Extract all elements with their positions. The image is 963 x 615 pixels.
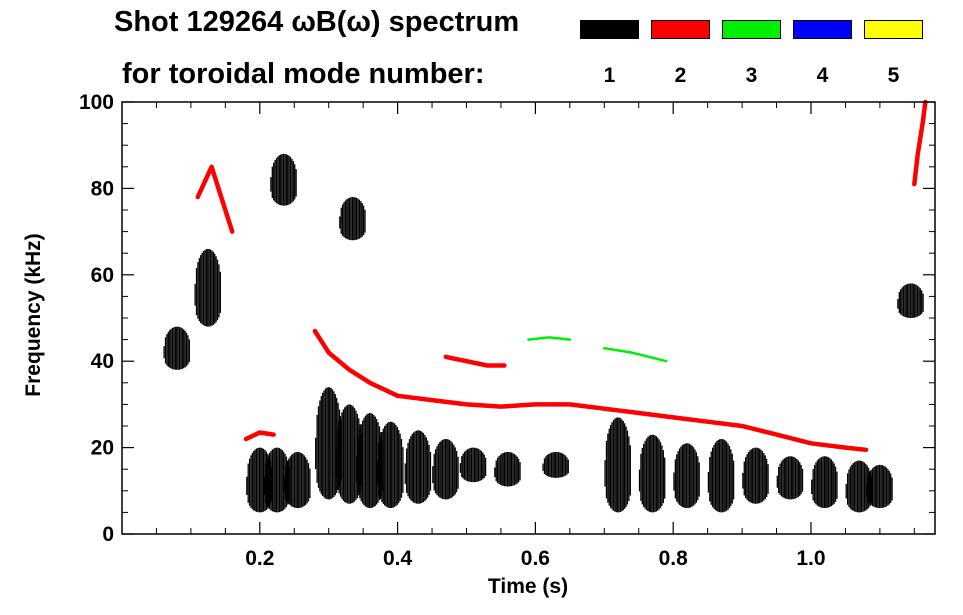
burst-n1-13 — [459, 447, 487, 483]
burst-n1-3 — [263, 447, 290, 513]
x-tick-label: 1.0 — [796, 547, 825, 570]
mode-track-n2-2 — [243, 430, 276, 442]
y-tick-label: 20 — [91, 437, 114, 460]
burst-n1-6 — [315, 387, 342, 500]
x-axis-title: Time (s) — [487, 575, 569, 598]
burst-n1-21 — [776, 456, 804, 500]
axis-ticks: 0 20 40 60 80 100 0.2 0.4 0.6 0.8 1.0 — [79, 91, 935, 570]
mode-track-n3-5 — [527, 336, 572, 341]
legend-label-3: 3 — [745, 64, 758, 87]
burst-n1-15 — [542, 451, 569, 478]
burst-n1-1 — [194, 248, 221, 327]
legend-swatch-5 — [864, 20, 923, 39]
burst-n1-9 — [339, 197, 366, 241]
x-tick-label: 0.4 — [383, 547, 413, 570]
burst-n1-11 — [404, 430, 432, 504]
burst-n1-4 — [270, 153, 297, 206]
burst-n1-12 — [432, 438, 459, 500]
y-tick-label: 100 — [79, 91, 114, 114]
spectrogram-marks — [163, 99, 928, 513]
x-tick-label: 0.8 — [659, 547, 689, 570]
burst-n1-7 — [335, 404, 363, 504]
burst-n1-24 — [866, 464, 893, 509]
x-tick-label: 0.2 — [245, 547, 274, 570]
legend-swatch-1 — [580, 20, 639, 39]
legend-label-5: 5 — [887, 64, 900, 87]
burst-n1-19 — [707, 438, 735, 513]
burst-n1-10 — [377, 421, 404, 509]
y-axis-title: Frequency (kHz) — [22, 233, 45, 397]
y-tick-label: 40 — [91, 350, 114, 373]
burst-n1-18 — [673, 443, 700, 509]
burst-n1-16 — [604, 417, 631, 513]
legend-swatch-2 — [651, 20, 710, 39]
x-tick-label: 0.6 — [521, 547, 550, 570]
mode-track-n2-0 — [312, 328, 869, 453]
burst-n1-25 — [897, 283, 924, 318]
burst-n1-8 — [356, 413, 383, 509]
burst-n1-5 — [284, 451, 311, 509]
mode-track-n2-1 — [443, 354, 507, 368]
legend-label-1: 1 — [603, 64, 616, 87]
legend-label-4: 4 — [816, 64, 829, 87]
chart-subtitle: for toroidal mode number: — [122, 58, 485, 90]
mode-track-n2-3 — [195, 164, 235, 234]
burst-n1-20 — [742, 447, 769, 504]
burst-n1-22 — [811, 456, 838, 509]
y-tick-label: 60 — [91, 264, 114, 287]
chart-title: Shot 129264 ωB(ω) spectrum — [114, 6, 520, 38]
burst-n1-17 — [638, 434, 666, 513]
legend-label-2: 2 — [674, 64, 687, 87]
mode-track-n2-4 — [912, 99, 928, 187]
legend-swatch-3 — [722, 20, 781, 39]
y-tick-label: 80 — [91, 177, 114, 200]
mode-track-n3-6 — [603, 346, 668, 363]
burst-n1-0 — [163, 326, 190, 370]
legend-swatch-4 — [793, 20, 852, 39]
burst-n1-14 — [494, 451, 521, 487]
y-tick-label: 0 — [102, 523, 114, 546]
